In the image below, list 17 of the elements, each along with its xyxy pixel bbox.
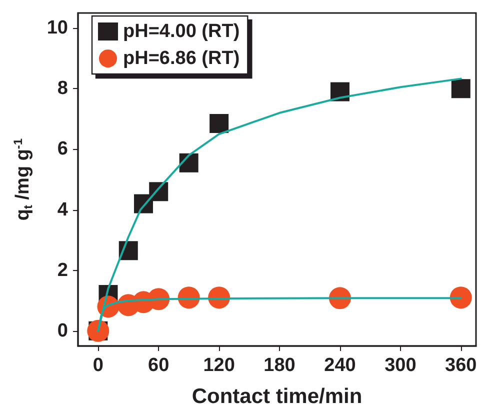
x-tick-label: 240 bbox=[324, 355, 356, 376]
x-tick-label: 360 bbox=[445, 355, 477, 376]
x-axis-title: Contact time/min bbox=[192, 385, 362, 408]
x-tick-label: 120 bbox=[203, 355, 235, 376]
x-tick-label: 60 bbox=[148, 355, 170, 376]
y-tick-label: 8 bbox=[57, 78, 68, 100]
y-tick-label: 10 bbox=[46, 18, 68, 39]
y-tick-label: 0 bbox=[57, 320, 68, 342]
y-tick-label: 6 bbox=[57, 138, 68, 160]
y-tick-label: 2 bbox=[57, 260, 68, 281]
legend-label: pH=4.00 (RT) bbox=[123, 21, 240, 42]
x-tick-label: 300 bbox=[384, 355, 416, 376]
x-tick-label: 180 bbox=[264, 355, 296, 376]
y-tick-label: 4 bbox=[57, 199, 68, 220]
y-axis-title: qt /mg g-1 bbox=[11, 138, 35, 221]
legend-label: pH=6.86 (RT) bbox=[123, 48, 240, 69]
x-tick-label: 0 bbox=[92, 355, 104, 376]
